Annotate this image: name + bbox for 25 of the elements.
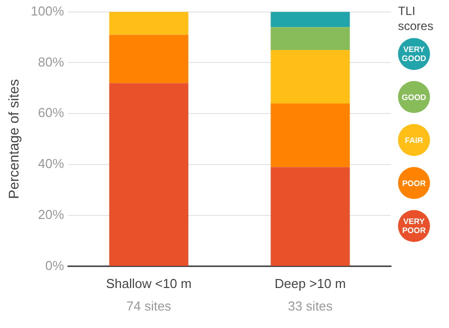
y-tick-label: 0% [45, 258, 64, 273]
bar [270, 167, 350, 266]
y-axis-title: Percentage of sites [5, 79, 22, 200]
x-tick-label: Shallow <10 m [106, 276, 192, 291]
text: 33 sites [288, 298, 334, 314]
text: VERY GOOD [398, 38, 430, 70]
bar [270, 12, 350, 28]
bar [109, 83, 188, 266]
bar [270, 50, 350, 104]
text: VERY POOR [398, 210, 430, 242]
text: GOOD [398, 81, 430, 113]
bar [270, 103, 350, 168]
bar [109, 34, 188, 84]
y-tick-label: 20% [38, 207, 64, 222]
x-tick-label: Deep >10 m [274, 276, 346, 291]
text: POOR [398, 167, 430, 199]
legend-title: TLI scores [398, 4, 434, 34]
y-tick-label: 80% [38, 54, 64, 70]
y-tick-label: 40% [38, 156, 64, 172]
bar [270, 27, 350, 50]
text: 74 sites [126, 298, 172, 314]
y-tick-label: 60% [38, 105, 64, 120]
bar [109, 12, 188, 35]
y-tick-label: 100% [30, 3, 64, 18]
text: FAIR [398, 124, 430, 156]
